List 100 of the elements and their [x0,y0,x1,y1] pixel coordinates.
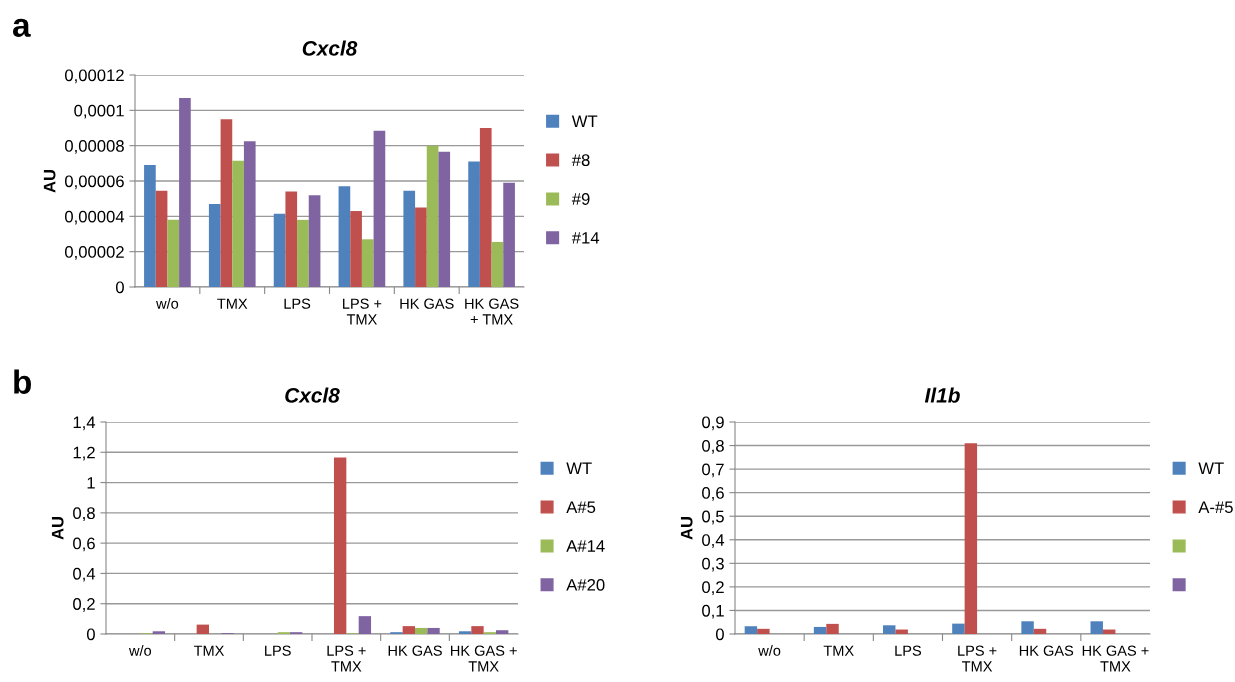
bar [826,623,839,634]
y-tick-label: 1,4 [73,416,96,431]
x-tick-label: LPS [895,645,922,656]
bar [438,151,451,287]
bar [744,626,758,634]
y-tick-label: 1 [87,477,95,489]
y-tick-label: 0,2 [702,581,724,596]
bar [496,630,509,634]
bar [491,241,504,287]
y-tick-label: 0,00008 [64,140,124,154]
bar [479,128,492,287]
y-tick-label: 0,4 [73,567,96,582]
legend-label: A#20 [566,578,605,591]
x-tick-label: LPS + TMX [327,645,366,672]
chart-title: Cxcl8 [285,387,340,403]
text: b [14,369,31,394]
y-axis-title: AU [680,516,693,540]
y-tick-label: 0,00012 [64,69,124,84]
bar [232,160,244,287]
legend-label: WT [571,115,598,128]
bar [471,626,484,634]
x-tick-label: HK GAS [400,298,454,309]
x-tick-label: w/o [128,645,152,656]
x-tick-label: LPS + TMX [958,645,997,672]
bar [503,182,515,287]
bar [196,624,209,634]
bar [167,219,180,287]
y-tick-label: 0,2 [73,598,95,612]
y-tick-label: 0,5 [702,510,724,525]
bar [1033,628,1047,634]
bar [952,623,965,634]
bar [308,195,321,287]
y-tick-label: 0,6 [702,487,724,501]
legend-label: A#14 [566,540,605,552]
y-tick-label: 0,3 [702,557,724,572]
legend-label: A-#5 [1198,501,1233,514]
bar [243,141,256,287]
bar [285,191,298,287]
bar [757,628,770,634]
bar [179,97,191,287]
bar [426,145,439,287]
x-tick-label: TMX [823,645,854,656]
bar [1021,621,1034,634]
legend-label: #14 [571,232,600,244]
y-axis-title: AU [43,169,56,193]
y-tick-label: 0,00004 [64,210,125,225]
chart-title: Il1b [924,387,960,403]
y-tick-label: 0,9 [702,416,724,431]
bar [895,629,908,634]
bar [333,457,347,634]
bar [1090,621,1103,634]
bar [358,616,372,634]
bar [415,627,428,634]
legend-label: #8 [571,154,590,167]
y-tick-label: 0,8 [702,439,724,454]
bar [155,190,168,287]
y-tick-label: 0,0001 [74,104,124,119]
bar [458,631,472,634]
x-tick-label: LPS [284,298,311,309]
x-tick-label: TMX [217,298,248,309]
bar [373,130,386,287]
x-tick-label: w/o [156,298,179,309]
bar [273,213,286,287]
bar [402,626,415,634]
bar [297,219,309,287]
legend-label: WT [566,462,592,475]
chart-title: Cxcl8 [302,40,358,56]
bar [427,627,440,634]
bar [415,207,427,287]
x-tick-label: TMX [193,645,225,656]
bar [208,203,221,287]
y-tick-label: 0,8 [73,507,95,522]
y-tick-label: 0,6 [73,537,95,552]
x-tick-label: w/o [758,645,781,656]
bar [361,239,374,287]
bar [350,211,362,287]
bar [152,631,166,634]
bar [883,625,896,634]
y-tick-label: 0,00006 [64,175,124,190]
y-tick-label: 0,4 [702,534,725,548]
x-tick-label: LPS [265,645,291,656]
y-tick-label: 0 [715,628,724,641]
bar [338,186,351,287]
bar [403,190,416,287]
y-tick-label: 0 [115,281,124,294]
legend-label: #9 [571,193,590,205]
x-tick-label: LPS + TMX [343,298,382,325]
x-tick-label: HK GAS + TMX [451,645,517,672]
y-tick-label: 1,2 [73,446,95,461]
text: a [12,18,31,37]
bar [144,165,156,287]
bar [964,443,978,634]
x-tick-label: HK GAS + TMX [465,298,519,325]
y-tick-label: 0,1 [702,604,724,619]
bar [220,119,233,287]
x-tick-label: HK GAS + TMX [1082,645,1149,672]
y-tick-label: 0,00002 [64,246,124,260]
y-tick-label: 0,7 [702,463,724,478]
y-axis-title: AU [51,516,64,540]
bar [468,161,480,287]
